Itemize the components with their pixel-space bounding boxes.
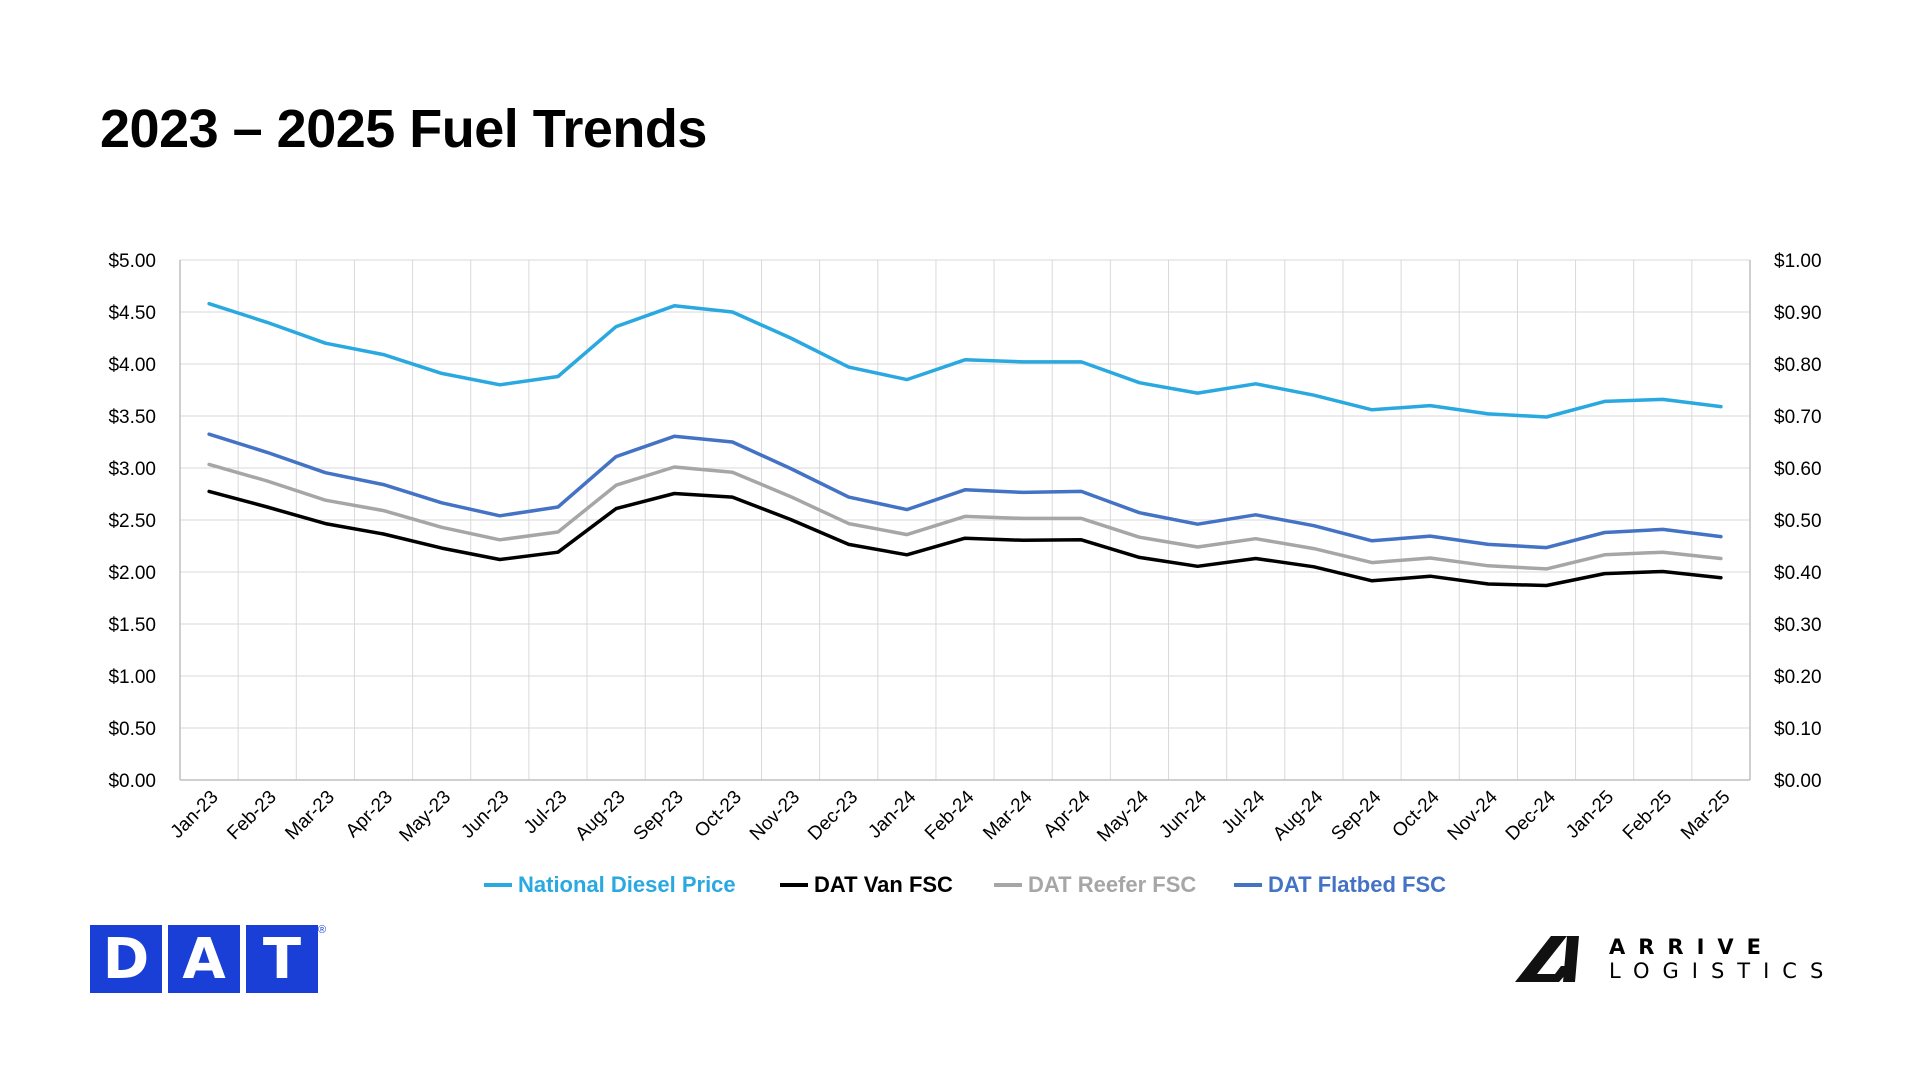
series-line-dat-van-fsc [207, 489, 1723, 588]
x-tick-label: Nov-24 [1444, 786, 1502, 844]
x-tick-label: May-24 [1093, 786, 1153, 846]
chart-legend: National Diesel Price DAT Van FSC DAT Re… [0, 872, 1920, 908]
y-right-tick-label: $0.00 [1774, 771, 1822, 792]
x-tick-label: Apr-24 [1040, 786, 1095, 841]
y-right-tick-label: $0.20 [1774, 667, 1822, 688]
arrive-wordmark-line1: ARRIVE [1609, 935, 1775, 959]
x-tick-label: Jan-25 [1562, 787, 1618, 843]
legend-swatch-reefer [994, 883, 1022, 887]
x-tick-label: Jun-23 [457, 787, 513, 843]
y-left-tick-label: $4.00 [108, 355, 156, 376]
x-tick-label: Jan-23 [167, 787, 223, 843]
x-tick-label: Dec-24 [1502, 786, 1560, 844]
x-tick-label: Jan-24 [864, 786, 920, 842]
x-tick-label: Apr-23 [342, 787, 397, 842]
y-left-tick-label: $0.50 [108, 719, 156, 740]
y-left-tick-label: $3.50 [108, 407, 156, 428]
arrive-logistics-logo: ARRIVE LOGISTICS [1515, 935, 1836, 983]
y-left-tick-label: $1.50 [108, 615, 156, 636]
legend-swatch-diesel [484, 883, 512, 887]
dat-logo-letter-a: A [168, 925, 240, 993]
dat-logo-letter-d: D [90, 925, 162, 993]
y-left-tick-label: $5.00 [108, 251, 156, 272]
y-right-tick-label: $1.00 [1774, 251, 1822, 272]
y-left-tick-label: $0.00 [108, 771, 156, 792]
legend-item-flatbed: DAT Flatbed FSC [1234, 872, 1446, 898]
dat-logo-letter-t: T [246, 925, 318, 993]
legend-item-van: DAT Van FSC [780, 872, 953, 898]
page-title: 2023 – 2025 Fuel Trends [100, 99, 707, 159]
y-right-tick-label: $0.40 [1774, 563, 1822, 584]
y-right-tick-label: $0.50 [1774, 511, 1822, 532]
x-tick-label: Aug-23 [571, 787, 629, 845]
y-right-tick-label: $0.90 [1774, 303, 1822, 324]
x-tick-label: Jun-24 [1155, 786, 1211, 842]
x-tick-label: Nov-23 [746, 787, 804, 845]
y-left-tick-label: $4.50 [108, 303, 156, 324]
legend-swatch-van [780, 883, 808, 887]
x-tick-label: Jul-23 [520, 787, 571, 838]
dat-logo: D A T [90, 925, 318, 993]
legend-item-reefer: DAT Reefer FSC [994, 872, 1196, 898]
legend-label-van: DAT Van FSC [814, 872, 953, 897]
x-tick-label: May-23 [396, 787, 456, 847]
x-tick-label: Sep-24 [1327, 786, 1385, 844]
y-right-tick-label: $0.10 [1774, 719, 1822, 740]
x-tick-label: Feb-23 [223, 787, 280, 844]
x-tick-label: Mar-23 [281, 787, 338, 844]
arrive-wordmark: ARRIVE LOGISTICS [1609, 935, 1836, 983]
y-left-tick-label: $3.00 [108, 459, 156, 480]
y-right-tick-label: $0.80 [1774, 355, 1822, 376]
arrive-logo-icon [1515, 936, 1579, 983]
y-left-tick-label: $2.50 [108, 511, 156, 532]
legend-label-flatbed: DAT Flatbed FSC [1268, 872, 1447, 897]
arrive-wordmark-line2: LOGISTICS [1609, 959, 1837, 984]
x-tick-label: Feb-24 [921, 786, 979, 844]
x-tick-label: Oct-24 [1389, 786, 1444, 841]
legend-item-diesel: National Diesel Price [484, 872, 736, 898]
x-tick-label: Oct-23 [691, 787, 746, 842]
y-right-tick-label: $0.70 [1774, 407, 1822, 428]
y-left-tick-label: $2.00 [108, 563, 156, 584]
series-line-national-diesel-price [207, 301, 1723, 419]
x-tick-label: Feb-25 [1619, 787, 1676, 844]
dat-registered-mark: ® [318, 924, 327, 936]
legend-label-reefer: DAT Reefer FSC [1028, 872, 1197, 897]
y-right-tick-label: $0.30 [1774, 615, 1822, 636]
x-tick-label: Aug-24 [1269, 786, 1327, 844]
x-tick-label: Dec-23 [804, 787, 862, 845]
x-tick-label: Mar-25 [1677, 787, 1734, 844]
series-line-dat-flatbed-fsc [207, 432, 1723, 550]
x-tick-label: Sep-23 [630, 787, 688, 845]
x-tick-label: Mar-24 [979, 786, 1037, 844]
y-right-tick-label: $0.60 [1774, 459, 1822, 480]
legend-label-diesel: National Diesel Price [518, 872, 736, 897]
x-tick-label: Jul-24 [1218, 786, 1270, 838]
legend-swatch-flatbed [1234, 883, 1262, 887]
y-left-tick-label: $1.00 [108, 667, 156, 688]
series-line-dat-reefer-fsc [207, 462, 1723, 571]
